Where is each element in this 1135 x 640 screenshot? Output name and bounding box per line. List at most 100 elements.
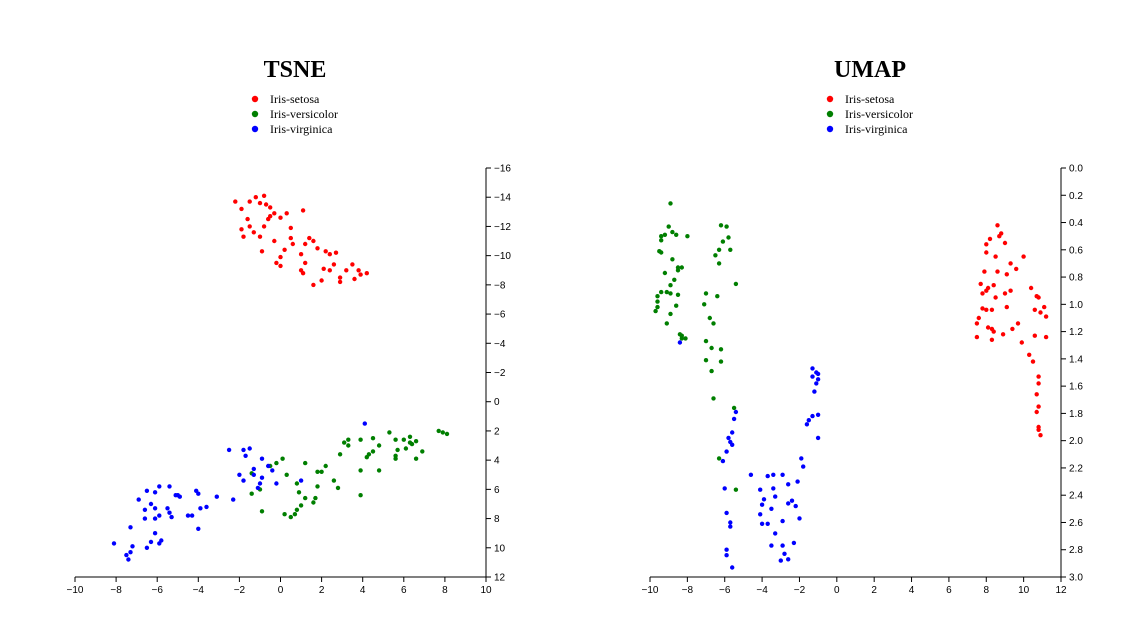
x-tick-label: 4 (909, 585, 915, 596)
point-iris-virginica (730, 430, 735, 435)
point-iris-virginica (786, 501, 791, 506)
point-iris-versicolor (436, 428, 441, 434)
y-tick-label: 2.4 (1069, 491, 1083, 502)
point-iris-versicolor (672, 277, 677, 282)
point-iris-setosa (1032, 307, 1038, 312)
point-iris-virginica (142, 507, 148, 512)
point-iris-virginica (799, 456, 804, 461)
point-iris-virginica (801, 464, 806, 469)
x-tick-label: −10 (67, 585, 84, 596)
series-iris-virginica (677, 340, 821, 570)
point-iris-versicolor (655, 294, 660, 299)
point-iris-virginica (720, 458, 726, 464)
series-iris-setosa (974, 223, 1049, 438)
point-iris-virginica (362, 421, 367, 426)
point-iris-virginica (167, 484, 172, 489)
point-iris-versicolor (679, 265, 684, 270)
point-iris-virginica (791, 540, 797, 546)
point-iris-virginica (722, 486, 727, 491)
point-iris-virginica (243, 453, 248, 458)
point-iris-virginica (748, 472, 754, 477)
point-iris-setosa (1000, 332, 1006, 337)
point-iris-virginica (795, 479, 800, 484)
point-iris-setosa (303, 241, 308, 247)
point-iris-virginica (677, 340, 683, 345)
point-iris-setosa (261, 193, 267, 198)
point-iris-virginica (759, 502, 765, 507)
point-iris-versicolor (298, 503, 304, 508)
point-iris-virginica (782, 551, 787, 556)
point-iris-versicolor (335, 485, 341, 491)
point-iris-virginica (274, 481, 279, 486)
point-iris-versicolor (376, 443, 382, 448)
point-iris-versicolor (370, 449, 376, 454)
x-tick-label: 8 (983, 585, 989, 596)
point-iris-virginica (167, 510, 172, 515)
legend-label: Iris-virginica (845, 122, 908, 136)
point-iris-virginica (214, 494, 219, 499)
series-iris-versicolor (249, 428, 450, 520)
point-iris-virginica (726, 435, 731, 441)
point-iris-versicolor (323, 463, 328, 469)
point-iris-setosa (352, 276, 357, 282)
point-iris-setosa (980, 306, 985, 311)
point-iris-virginica (780, 472, 785, 477)
point-iris-setosa (350, 262, 355, 267)
legend: Iris-setosa Iris-versicolor Iris-virgini… (251, 92, 338, 136)
y-tick-label: 0.4 (1069, 218, 1083, 229)
legend-marker (251, 125, 259, 133)
y-tick-label: 2 (494, 426, 500, 437)
point-iris-virginica (786, 557, 791, 562)
point-iris-setosa (253, 195, 258, 200)
point-iris-setosa (272, 211, 277, 216)
point-iris-virginica (152, 516, 158, 521)
point-iris-setosa (282, 247, 287, 252)
x-tick-label: 10 (480, 585, 492, 596)
y-tick-label: −4 (494, 339, 506, 350)
point-iris-setosa (337, 279, 343, 285)
point-iris-virginica (128, 550, 133, 555)
point-iris-versicolor (407, 434, 413, 439)
point-iris-setosa (989, 307, 995, 312)
point-iris-setosa (298, 252, 304, 257)
point-iris-setosa (1038, 433, 1043, 438)
point-iris-versicolor (393, 437, 398, 442)
point-iris-setosa (344, 268, 349, 273)
legend-marker (251, 95, 259, 103)
point-iris-virginica (724, 553, 729, 558)
point-iris-versicolor (315, 469, 320, 474)
x-tick-label: 6 (946, 585, 952, 596)
point-iris-virginica (241, 447, 246, 453)
point-iris-virginica (724, 547, 729, 552)
point-iris-setosa (311, 238, 316, 244)
point-iris-versicolor (675, 268, 681, 273)
point-iris-virginica (144, 545, 150, 550)
legend-marker (826, 125, 834, 133)
legend-item-versicolor: Iris-versicolor (251, 107, 338, 121)
point-iris-versicolor (413, 456, 419, 461)
point-iris-setosa (337, 275, 343, 280)
point-iris-setosa (266, 216, 271, 222)
point-iris-versicolor (358, 437, 363, 442)
point-iris-setosa (1028, 285, 1034, 291)
point-iris-versicolor (718, 359, 724, 364)
point-iris-virginica (157, 513, 162, 518)
point-iris-versicolor (675, 292, 681, 297)
point-iris-virginica (780, 518, 785, 524)
point-iris-virginica (196, 526, 201, 531)
point-iris-setosa (1032, 333, 1038, 338)
point-iris-setosa (1030, 359, 1036, 364)
point-iris-setosa (984, 307, 989, 312)
point-iris-versicolor (668, 283, 673, 288)
legend-label: Iris-setosa (845, 92, 895, 106)
legend-label: Iris-versicolor (270, 107, 338, 121)
point-iris-versicolor (726, 235, 731, 240)
legend-label: Iris-setosa (270, 92, 320, 106)
y-tick-label: −10 (494, 251, 511, 262)
point-iris-versicolor (346, 437, 351, 442)
x-tick-label: −2 (234, 585, 246, 596)
point-iris-versicolor (662, 270, 668, 276)
point-iris-setosa (991, 329, 996, 334)
point-iris-versicolor (288, 514, 293, 520)
point-iris-virginica (251, 472, 256, 477)
